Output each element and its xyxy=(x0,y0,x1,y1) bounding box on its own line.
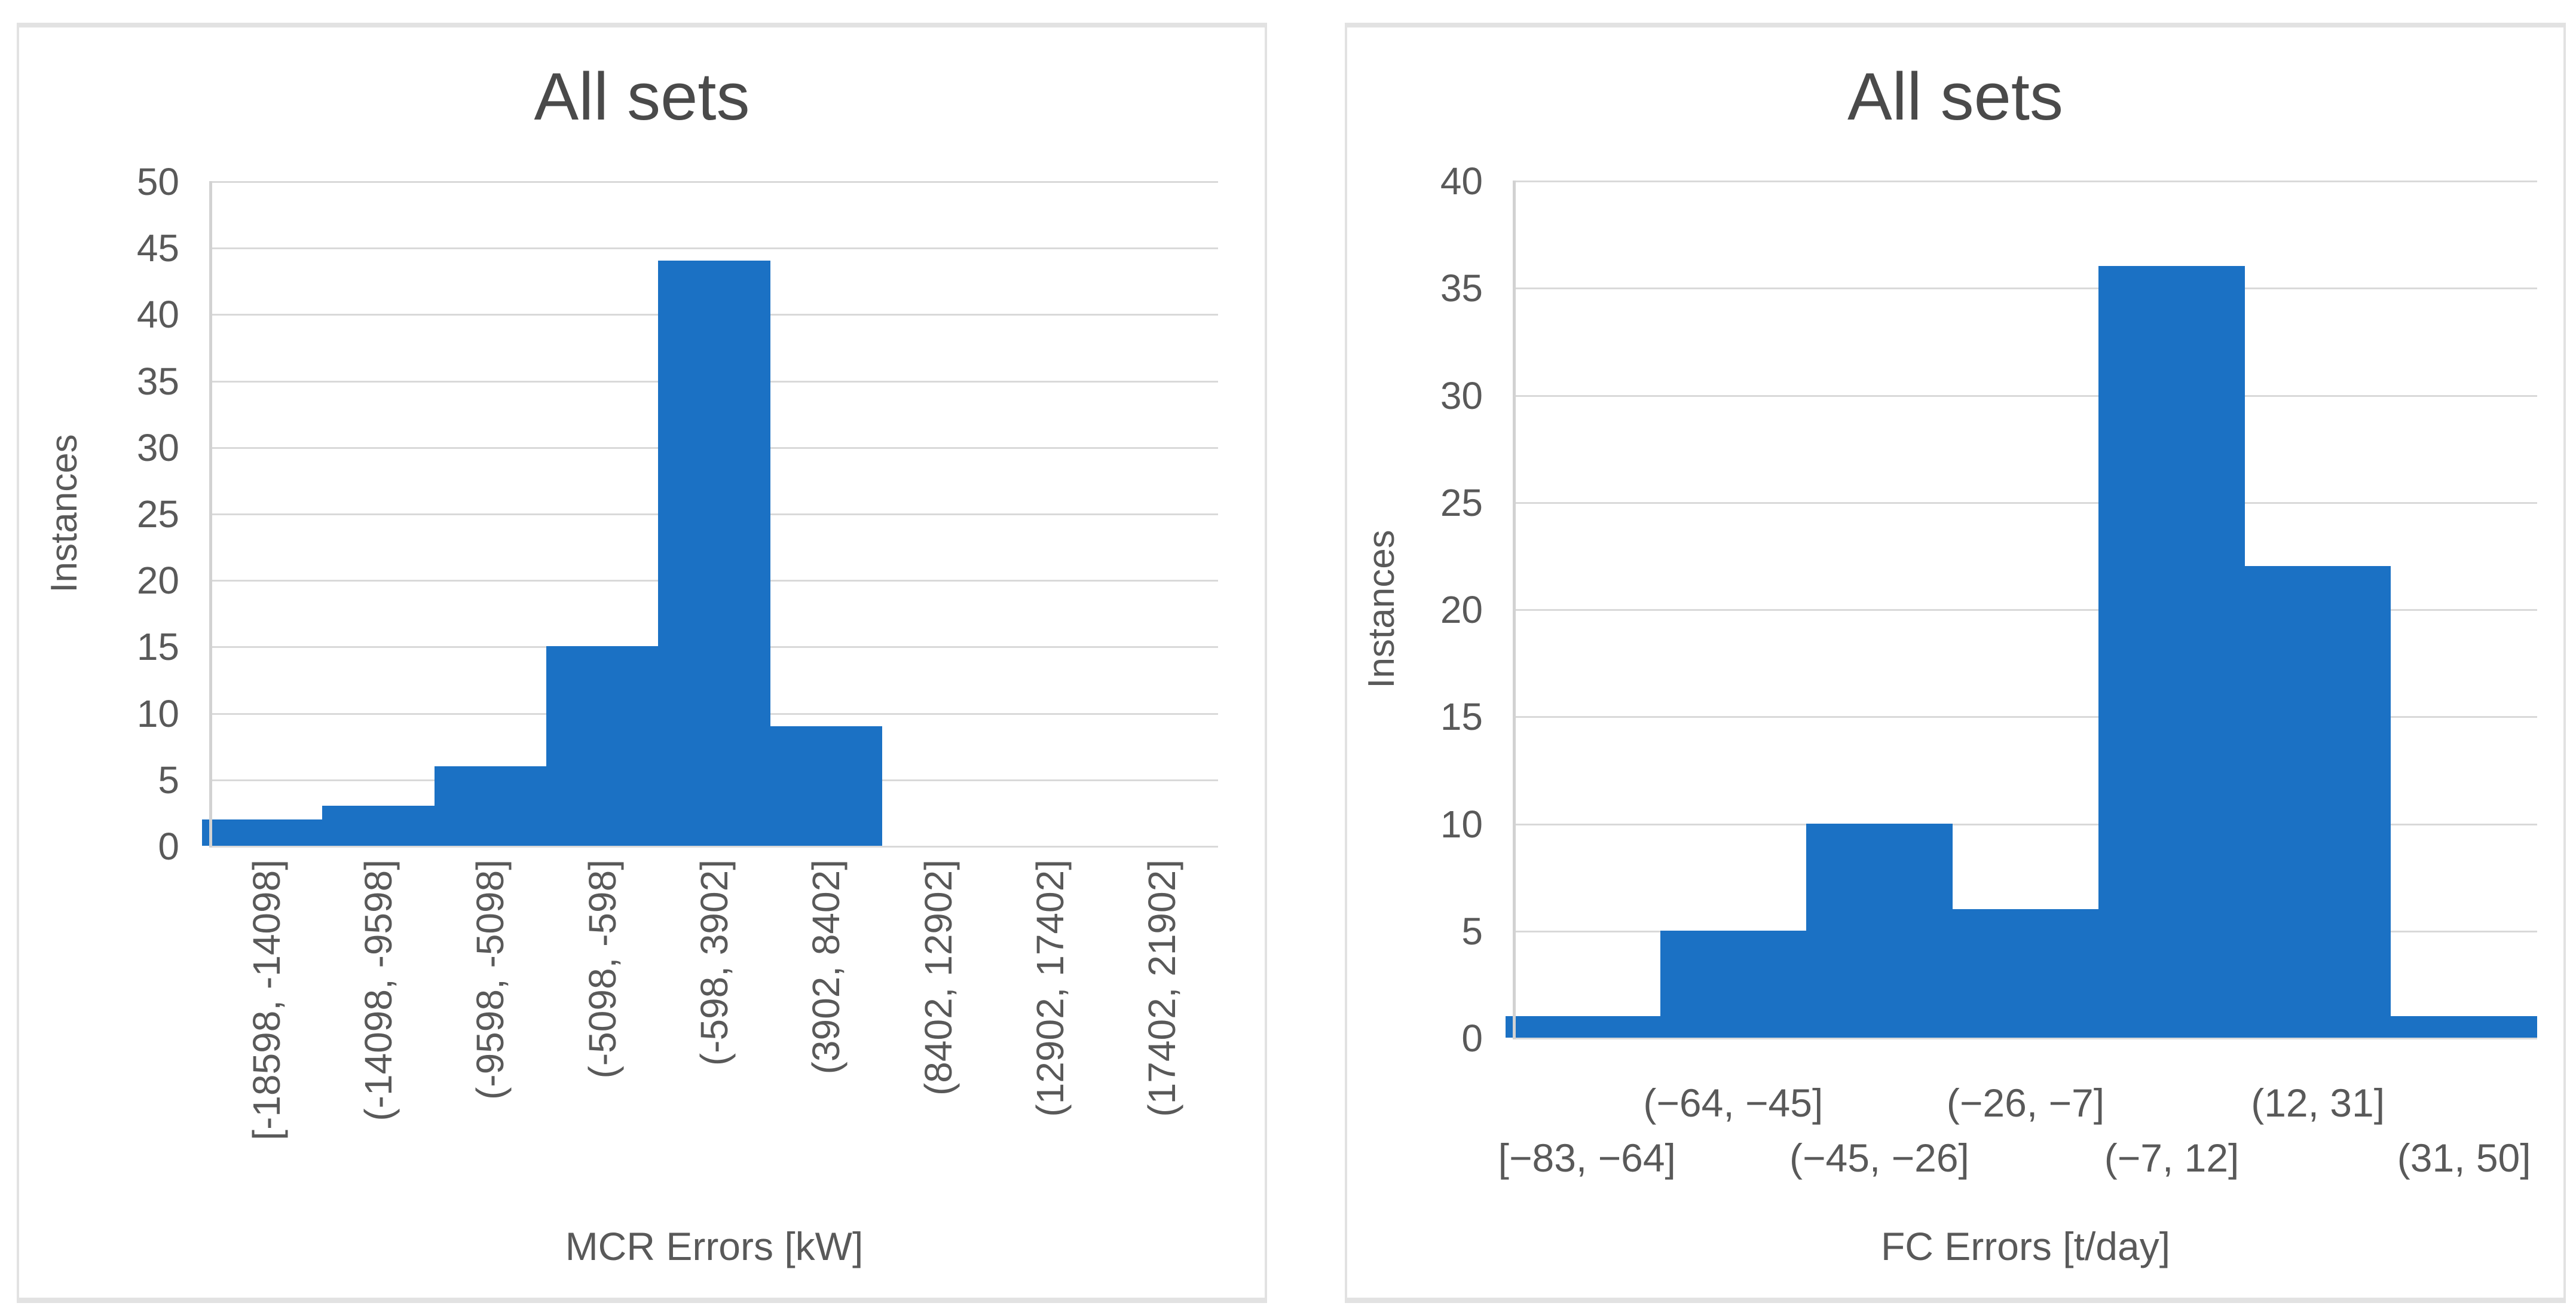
x-tick-label-text: (8402, 12902] xyxy=(916,860,960,1096)
x-axis-title: FC Errors [t/day] xyxy=(1880,1224,2171,1268)
y-axis-line xyxy=(209,181,212,848)
x-tick-label-text: (12902, 17402] xyxy=(1028,860,1072,1117)
y-tick-label: 20 xyxy=(1440,588,1483,631)
y-tick-label: 0 xyxy=(158,825,179,868)
x-tick-label: [−83, −64] xyxy=(1498,1136,1676,1180)
gridline xyxy=(1514,823,2537,825)
y-tick-label: 45 xyxy=(136,227,179,270)
x-tick-label: (12902, 17402] xyxy=(994,860,1106,1194)
gridline xyxy=(1514,288,2537,290)
y-tick-label: 10 xyxy=(1440,802,1483,846)
histogram-bar xyxy=(1952,909,2099,1038)
y-tick-label: 15 xyxy=(1440,695,1483,739)
y-tick-label: 5 xyxy=(158,758,179,802)
y-tick-label: 15 xyxy=(136,625,179,669)
x-tick-label: (-9598, -5098] xyxy=(435,860,546,1194)
y-tick-label: 35 xyxy=(1440,267,1483,310)
histogram-bar xyxy=(1806,823,1953,1038)
x-tick-label: (−26, −7] xyxy=(1946,1081,2105,1125)
histogram-bar xyxy=(1506,1016,1660,1038)
x-tick-label: (-5098, -598] xyxy=(546,860,658,1194)
x-tick-label-text: (-9598, -5098] xyxy=(469,860,512,1100)
x-tick-label-text: (-14098, -9598] xyxy=(356,860,400,1121)
y-tick-label: 30 xyxy=(136,426,179,469)
x-tick-label: (−64, −45] xyxy=(1643,1081,1824,1125)
gridline xyxy=(1514,609,2537,611)
histogram-bar xyxy=(546,646,659,846)
x-tick-label-text: (3902, 8402] xyxy=(804,860,848,1075)
gridline xyxy=(210,181,1218,183)
histogram-bar xyxy=(434,766,546,846)
y-tick-label: 25 xyxy=(1440,481,1483,524)
x-tick-label: (3902, 8402] xyxy=(770,860,882,1194)
x-tick-label: (−45, −26] xyxy=(1789,1136,1969,1180)
histogram-bar xyxy=(770,726,882,846)
histogram-bar xyxy=(2098,266,2245,1038)
x-tick-label-text: [-18598, -14098] xyxy=(244,860,288,1140)
histogram-bar xyxy=(2391,1016,2537,1038)
x-tick-label: [-18598, -14098] xyxy=(210,860,322,1194)
x-tick-label: (12, 31] xyxy=(2251,1081,2385,1125)
chart-panel-mcr-errors: All sets Instances MCR Errors [kW] 0 5 10 1… xyxy=(17,23,1267,1303)
histogram-bar xyxy=(2244,566,2391,1038)
x-tick-label-text: (17402, 21902] xyxy=(1140,860,1184,1117)
gridline xyxy=(1514,181,2537,182)
chart-title: All sets xyxy=(1847,59,2063,134)
gridline xyxy=(210,846,1218,848)
x-tick-label: (-14098, -9598] xyxy=(322,860,434,1194)
histogram-bar xyxy=(658,261,770,846)
y-tick-label: 50 xyxy=(136,160,179,203)
y-tick-label: 25 xyxy=(136,493,179,536)
y-tick-label: 5 xyxy=(1461,909,1483,953)
x-axis-title: MCR Errors [kW] xyxy=(565,1224,864,1268)
y-tick-label: 10 xyxy=(136,692,179,735)
gridline xyxy=(1514,716,2537,718)
gridline xyxy=(1514,1038,2537,1039)
y-tick-label: 20 xyxy=(136,559,179,603)
y-tick-label: 35 xyxy=(136,359,179,403)
y-tick-label: 30 xyxy=(1440,374,1483,417)
gridline xyxy=(1514,394,2537,397)
y-axis-line xyxy=(1513,181,1516,1039)
x-tick-label: (-598, 3902] xyxy=(658,860,770,1194)
x-tick-label: (17402, 21902] xyxy=(1106,860,1218,1194)
y-tick-label: 40 xyxy=(136,293,179,337)
x-tick-label-text: (-5098, -598] xyxy=(580,860,624,1079)
x-tick-label: (−7, 12] xyxy=(2104,1136,2240,1180)
histogram-bar xyxy=(322,806,435,846)
histogram-bar xyxy=(1660,930,1807,1038)
histogram-bar xyxy=(202,819,323,846)
y-tick-label: 40 xyxy=(1440,160,1483,203)
x-tick-label-text: (-598, 3902] xyxy=(692,860,736,1066)
chart-title: All sets xyxy=(534,59,750,134)
gridline xyxy=(1514,501,2537,504)
x-tick-label: (31, 50] xyxy=(2397,1136,2531,1180)
y-tick-label: 0 xyxy=(1461,1017,1483,1060)
gridline xyxy=(210,247,1218,250)
x-tick-label: (8402, 12902] xyxy=(882,860,994,1194)
